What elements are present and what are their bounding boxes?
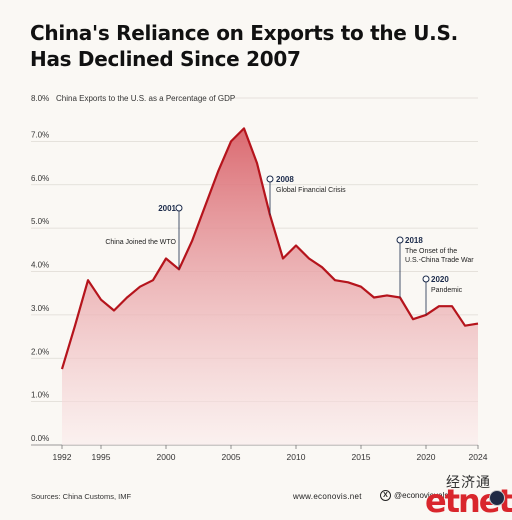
website-link[interactable]: www.econovis.net [293,492,362,501]
y-tick-label: 0.0% [31,434,49,443]
x-tick-label: 2020 [417,452,436,462]
annotation-marker [267,176,273,182]
y-axis-label: China Exports to the U.S. as a Percentag… [56,94,235,103]
annotation-text: U.S.-China Trade War [405,257,474,264]
y-tick-label: 1.0% [31,391,49,400]
annotation-text: Pandemic [431,287,463,294]
annotation-marker [397,237,403,243]
y-tick-label: 8.0% [31,94,49,103]
annotation-year: 2001 [158,204,176,213]
x-tick-label: 2010 [287,452,306,462]
y-tick-label: 5.0% [31,217,49,226]
y-tick-label: 6.0% [31,174,49,183]
y-tick-label: 4.0% [31,261,49,270]
y-tick-label: 3.0% [31,304,49,313]
x-tick-label: 1992 [53,452,72,462]
annotation-marker [176,205,182,211]
x-tick-label: 2015 [352,452,371,462]
annotation-marker [423,276,429,282]
y-axis: 0.0% 1.0% 2.0% 3.0% 4.0% 5.0% 6.0% 7.0% 8.0% [31,94,49,443]
x-tick-label: 2024 [469,452,488,462]
y-tick-label: 7.0% [31,130,49,139]
y-tick-label: 2.0% [31,347,49,356]
annotation-text: The Onset of the [405,248,457,255]
x-tick-label: 2000 [157,452,176,462]
x-axis: 1992 1995 2000 2005 2010 2015 2020 2024 [53,445,488,462]
annotation-year: 2018 [405,236,423,245]
annotation-text: Global Financial Crisis [276,187,346,194]
annotation-text: China Joined the WTO [105,239,176,246]
avatar [489,490,505,506]
x-logo-icon: X [380,490,391,501]
annotation-year: 2020 [431,275,449,284]
x-tick-label: 2005 [222,452,241,462]
x-tick-label: 1995 [92,452,111,462]
annotation-year: 2008 [276,175,294,184]
sources-note: Sources: China Customs, IMF [31,492,131,501]
